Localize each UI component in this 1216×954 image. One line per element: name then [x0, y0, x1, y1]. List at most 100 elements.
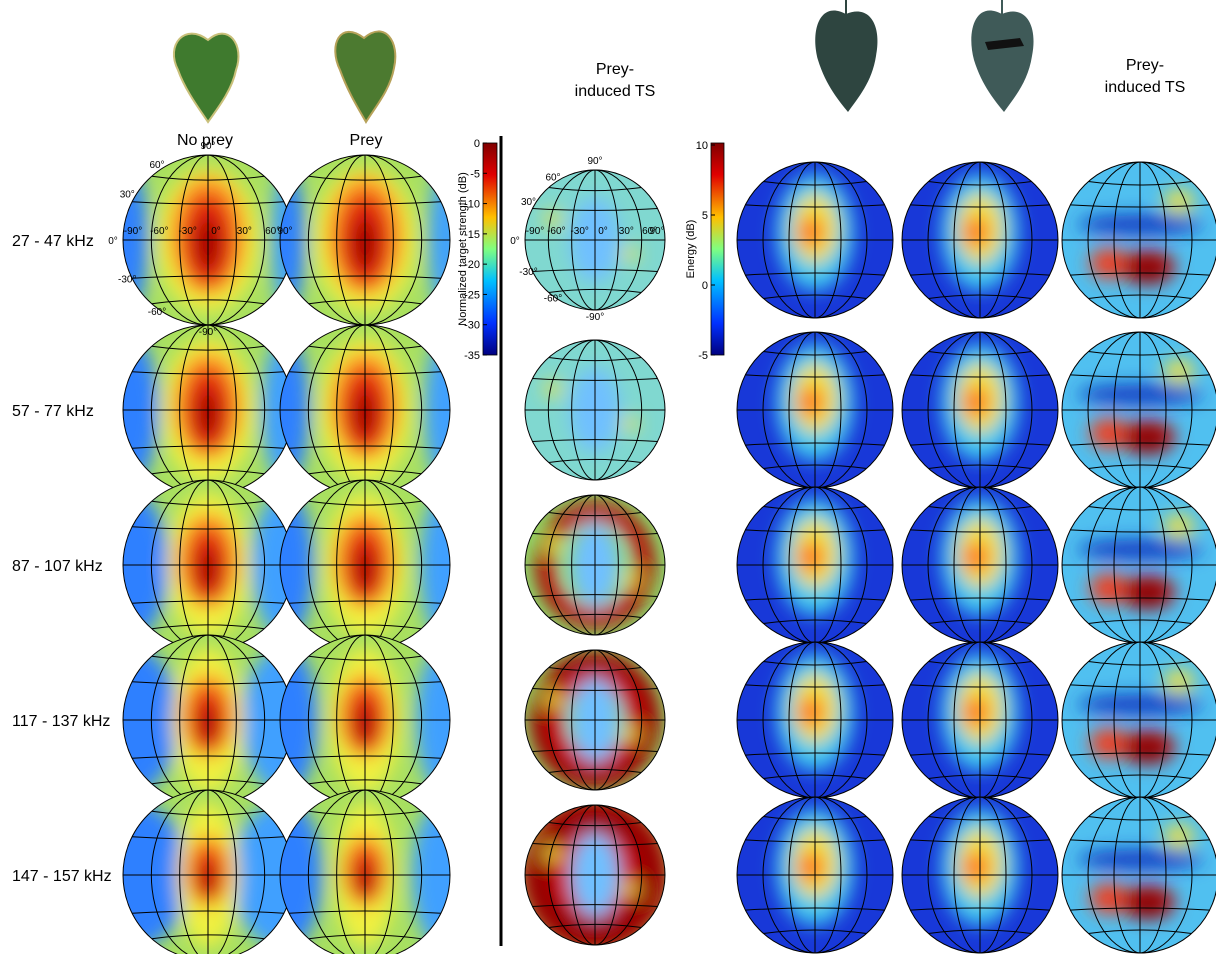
globe: [1061, 486, 1216, 644]
parallel: [289, 201, 441, 205]
graticule: [736, 641, 894, 799]
graticule: [279, 789, 451, 954]
heat-blob: [798, 386, 824, 418]
row-label: 147 - 157 kHz: [12, 868, 112, 885]
lat-label: -90°: [586, 312, 604, 323]
heat-blob: [963, 541, 989, 573]
parallel: [308, 469, 422, 475]
graticule: [901, 796, 1059, 954]
heat-blob: [544, 210, 562, 228]
lon-label: 30°: [619, 226, 634, 237]
colorbar-label: Normalized target strength (dB): [457, 172, 469, 325]
graticule: [736, 796, 894, 954]
parallel: [548, 822, 642, 827]
parallel: [1070, 839, 1210, 843]
globe: [901, 331, 1059, 489]
heat-blob: [544, 845, 562, 863]
parallel: [548, 923, 642, 928]
heat-blob: [544, 690, 562, 708]
parallel: [910, 529, 1050, 533]
globe: [1061, 331, 1216, 489]
lon-label: 0°: [598, 226, 608, 237]
parallel: [763, 929, 867, 934]
parallel: [1088, 181, 1192, 186]
column-header: Prey: [350, 132, 383, 149]
parallel: [928, 506, 1032, 511]
globe: [1061, 641, 1216, 799]
graticule: [524, 494, 666, 636]
parallel: [1070, 204, 1210, 208]
globe: [122, 789, 294, 954]
globe-outline: [1061, 796, 1216, 954]
parallel: [532, 439, 658, 442]
parallel: [1088, 661, 1192, 666]
lon-label: -30°: [178, 226, 196, 237]
lat-label: 90°: [587, 156, 602, 167]
parallel: [132, 275, 284, 279]
parallel: [308, 175, 422, 181]
graticule: [1061, 796, 1216, 954]
parallel: [308, 299, 422, 305]
lat-label: -60°: [544, 294, 562, 305]
heat-blob: [1130, 427, 1165, 452]
globe-outline: [279, 789, 451, 954]
heat-blob: [621, 882, 639, 896]
globe: [736, 796, 894, 954]
parallel: [308, 934, 422, 940]
globe: [736, 331, 894, 489]
lon-label: -90°: [124, 226, 142, 237]
parallel: [151, 779, 265, 785]
globe: [524, 169, 666, 311]
lat-label: 90°: [200, 141, 215, 152]
globe: [279, 634, 451, 806]
parallel: [1088, 351, 1192, 356]
parallel: [151, 299, 265, 305]
colorbar-tick-label: 10: [696, 140, 708, 152]
colorbar: [482, 142, 498, 356]
globe-outline: [901, 796, 1059, 954]
lat-label: 60°: [149, 160, 164, 171]
graticule: [279, 479, 451, 651]
parallel: [1070, 442, 1210, 446]
parallel: [151, 469, 265, 475]
heat-blob: [544, 535, 562, 553]
globe-outline: [524, 339, 666, 481]
parallel: [532, 378, 658, 381]
parallel: [1088, 294, 1192, 299]
lat-label: 30°: [521, 197, 536, 208]
globe: [736, 161, 894, 319]
heat-blob: [1163, 824, 1195, 848]
graticule: [122, 154, 294, 326]
parallel: [151, 345, 265, 351]
graticule: [1061, 331, 1216, 489]
colorbar: [710, 142, 725, 356]
parallel: [289, 371, 441, 375]
globe: [279, 479, 451, 651]
parallel: [910, 204, 1050, 208]
parallel: [1070, 907, 1210, 911]
globe: [122, 479, 294, 651]
parallel: [745, 529, 885, 533]
heat-blob: [621, 727, 639, 741]
globe: [901, 486, 1059, 644]
parallel: [132, 910, 284, 914]
heat-blob: [963, 851, 989, 883]
globe-outline: [524, 649, 666, 791]
colorbar-tick-label: 0: [474, 138, 480, 150]
parallel: [548, 357, 642, 362]
parallel: [1070, 374, 1210, 378]
graticule: [901, 331, 1059, 489]
heat-blob: [963, 696, 989, 728]
parallel: [928, 294, 1032, 299]
heat-blob: [1130, 892, 1165, 917]
parallel: [1088, 464, 1192, 469]
colorbar-tick-label: -15: [464, 229, 480, 241]
heat-blobs: [1077, 824, 1203, 920]
parallel: [1088, 774, 1192, 779]
colorbar-tick-label: -30: [464, 320, 480, 332]
globe-outline: [901, 161, 1059, 319]
heat-blob: [621, 417, 639, 431]
column-header: induced TS: [575, 83, 656, 100]
parallel: [289, 836, 441, 840]
heat-blob: [1163, 669, 1195, 693]
